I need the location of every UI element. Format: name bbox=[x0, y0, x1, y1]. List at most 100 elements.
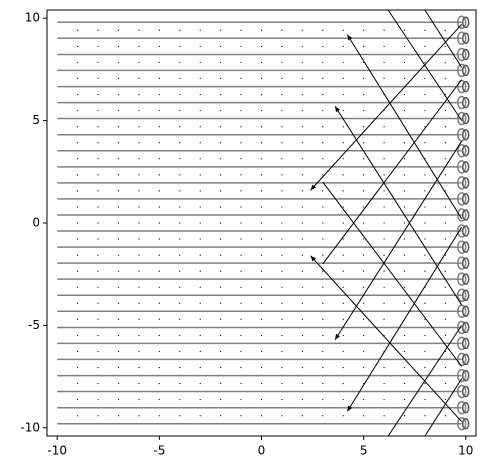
end-ring bbox=[456, 95, 467, 110]
field-dot bbox=[281, 334, 283, 337]
field-dot bbox=[383, 270, 385, 272]
field-dot bbox=[342, 382, 344, 385]
end-ring bbox=[461, 209, 470, 221]
field-dot bbox=[383, 398, 385, 401]
field-dot bbox=[199, 222, 201, 224]
field-dot bbox=[220, 382, 222, 385]
field-dot bbox=[403, 174, 406, 176]
field-dot bbox=[342, 415, 344, 417]
field-dot bbox=[322, 238, 324, 240]
field-dot bbox=[158, 142, 160, 144]
field-dot bbox=[77, 350, 79, 353]
field-dot bbox=[444, 142, 446, 144]
field-dot bbox=[424, 61, 426, 64]
field-dot bbox=[117, 238, 120, 240]
trajectory bbox=[424, 378, 463, 437]
field-dot bbox=[322, 190, 324, 192]
field-dot bbox=[301, 382, 303, 385]
field-dot bbox=[301, 109, 303, 112]
field-dot bbox=[97, 398, 99, 401]
end-ring bbox=[456, 352, 467, 367]
field-dot bbox=[281, 270, 283, 272]
field-dot bbox=[97, 350, 99, 353]
field-dot bbox=[342, 366, 344, 369]
end-ring bbox=[456, 240, 467, 254]
field-dot bbox=[138, 415, 140, 417]
field-dot bbox=[199, 45, 201, 48]
field-dot bbox=[77, 142, 79, 144]
field-dot bbox=[322, 45, 324, 48]
field-dot bbox=[240, 382, 242, 385]
field-dot bbox=[383, 61, 385, 64]
field-dot bbox=[403, 398, 406, 401]
field-dot bbox=[117, 142, 120, 144]
field-dot bbox=[138, 190, 140, 192]
field-dot bbox=[301, 286, 303, 288]
field-dot bbox=[363, 398, 365, 401]
field-dot bbox=[281, 415, 283, 417]
field-dot bbox=[444, 77, 446, 80]
field-dot bbox=[281, 222, 283, 224]
field-dot bbox=[424, 302, 426, 304]
field-dot bbox=[199, 334, 201, 337]
end-ring bbox=[456, 63, 467, 78]
field-dot bbox=[220, 366, 222, 369]
field-dot bbox=[342, 61, 344, 64]
field-dot bbox=[240, 77, 242, 80]
field-dot bbox=[403, 45, 406, 48]
end-ring bbox=[456, 47, 467, 62]
field-dot bbox=[403, 366, 406, 369]
field-dot bbox=[240, 61, 242, 64]
field-dot bbox=[322, 222, 324, 224]
field-dot bbox=[220, 286, 222, 288]
field-dot bbox=[220, 238, 222, 240]
field-dot bbox=[179, 318, 181, 320]
field-dot bbox=[158, 109, 160, 112]
field-dot bbox=[322, 286, 324, 288]
field-dot bbox=[444, 109, 446, 112]
field-dot bbox=[281, 158, 283, 160]
end-ring bbox=[461, 48, 470, 61]
field-dot bbox=[77, 302, 79, 304]
field-dot bbox=[383, 254, 385, 256]
field-dot bbox=[301, 174, 303, 176]
field-dot bbox=[117, 61, 120, 64]
field-dot bbox=[403, 302, 406, 304]
field-dot bbox=[179, 142, 181, 144]
field-dot bbox=[403, 158, 406, 160]
arrow-head bbox=[335, 106, 340, 113]
end-ring bbox=[456, 304, 467, 319]
field-dot bbox=[77, 398, 79, 401]
field-dot bbox=[363, 350, 365, 353]
field-dot bbox=[77, 366, 79, 369]
field-dot bbox=[240, 350, 242, 353]
field-dot bbox=[424, 254, 426, 256]
field-dot bbox=[342, 334, 344, 337]
field-dot bbox=[138, 77, 140, 80]
y-tick-label: -10 bbox=[20, 420, 40, 434]
field-dot bbox=[179, 350, 181, 353]
field-dot bbox=[77, 415, 79, 417]
field-dot bbox=[363, 415, 365, 417]
trajectory bbox=[346, 34, 463, 220]
field-dot bbox=[158, 318, 160, 320]
y-tick-label: 5 bbox=[32, 113, 40, 127]
field-dot bbox=[77, 318, 79, 320]
field-dot bbox=[179, 45, 181, 48]
field-dot bbox=[322, 77, 324, 80]
end-ring bbox=[461, 401, 470, 414]
field-dot bbox=[138, 286, 140, 288]
field-dot bbox=[342, 174, 344, 176]
y-tick-label: 10 bbox=[25, 11, 40, 25]
end-ring bbox=[456, 127, 467, 142]
field-dot bbox=[444, 286, 446, 288]
field-dot bbox=[301, 126, 303, 128]
field-dot bbox=[117, 158, 120, 160]
field-dot bbox=[322, 61, 324, 64]
field-dot bbox=[138, 174, 140, 176]
field-dot bbox=[199, 415, 201, 417]
field-dot bbox=[281, 238, 283, 240]
field-dot bbox=[97, 318, 99, 320]
field-dot bbox=[301, 93, 303, 96]
